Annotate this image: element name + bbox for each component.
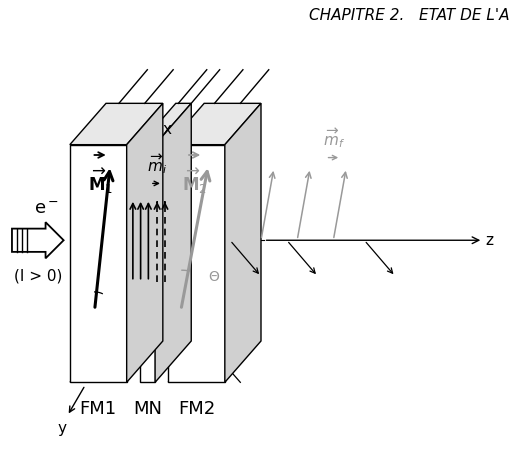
Text: e$^-$: e$^-$: [34, 200, 59, 218]
Text: $\overrightarrow{m}_i$: $\overrightarrow{m}_i$: [147, 152, 167, 176]
Polygon shape: [70, 103, 163, 145]
Polygon shape: [168, 103, 261, 145]
Text: $\overrightarrow{\mathbf{M}}_2$: $\overrightarrow{\mathbf{M}}_2$: [183, 166, 207, 196]
Text: $\overrightarrow{\mathbf{M}}_1$: $\overrightarrow{\mathbf{M}}_1$: [88, 166, 113, 196]
Polygon shape: [139, 103, 191, 145]
Polygon shape: [127, 103, 163, 382]
Text: CHAPITRE 2.   ETAT DE L'A: CHAPITRE 2. ETAT DE L'A: [309, 8, 509, 23]
Polygon shape: [155, 103, 191, 382]
Text: FM2: FM2: [178, 400, 215, 418]
Text: (I > 0): (I > 0): [14, 269, 62, 284]
Polygon shape: [168, 145, 225, 382]
Text: y: y: [57, 421, 67, 436]
Polygon shape: [139, 145, 155, 382]
Polygon shape: [225, 103, 261, 382]
Polygon shape: [12, 222, 64, 259]
Polygon shape: [70, 145, 127, 382]
Text: z: z: [486, 233, 494, 248]
Text: x: x: [163, 122, 172, 137]
Text: FM1: FM1: [80, 400, 117, 418]
Text: $\Theta$: $\Theta$: [208, 270, 220, 284]
Text: $\overrightarrow{m}_f$: $\overrightarrow{m}_f$: [323, 126, 345, 150]
Text: MN: MN: [133, 400, 162, 418]
